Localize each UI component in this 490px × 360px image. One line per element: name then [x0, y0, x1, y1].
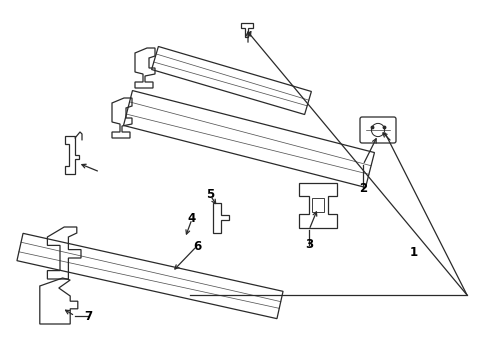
Text: 4: 4 [188, 212, 196, 225]
Text: 3: 3 [305, 238, 313, 252]
Text: 6: 6 [193, 239, 201, 252]
Text: 7: 7 [84, 310, 92, 323]
Text: 5: 5 [206, 189, 214, 202]
Text: 1: 1 [410, 247, 418, 260]
Text: 2: 2 [359, 181, 367, 194]
